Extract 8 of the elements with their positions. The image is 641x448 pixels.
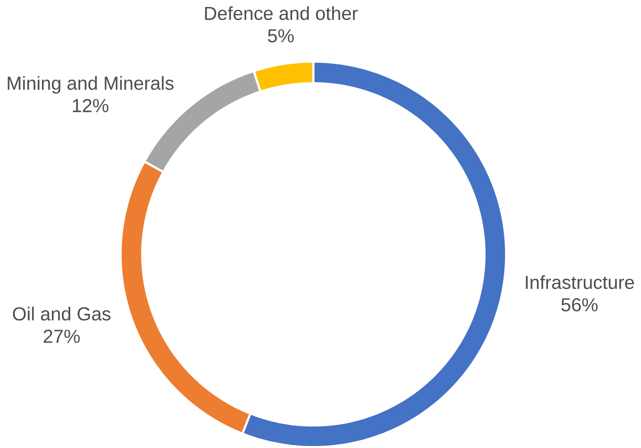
data-label: 5% (268, 29, 294, 42)
slice-label: Oil and Gas (12, 306, 110, 320)
data-label: 12% (72, 98, 108, 112)
data-label: 56% (561, 298, 598, 312)
slice-label: Infrastructure (526, 275, 634, 289)
slice-label: Mining and Minerals (8, 76, 174, 94)
data-label: 27% (44, 330, 80, 343)
slice-label: Defence and other (205, 6, 358, 20)
